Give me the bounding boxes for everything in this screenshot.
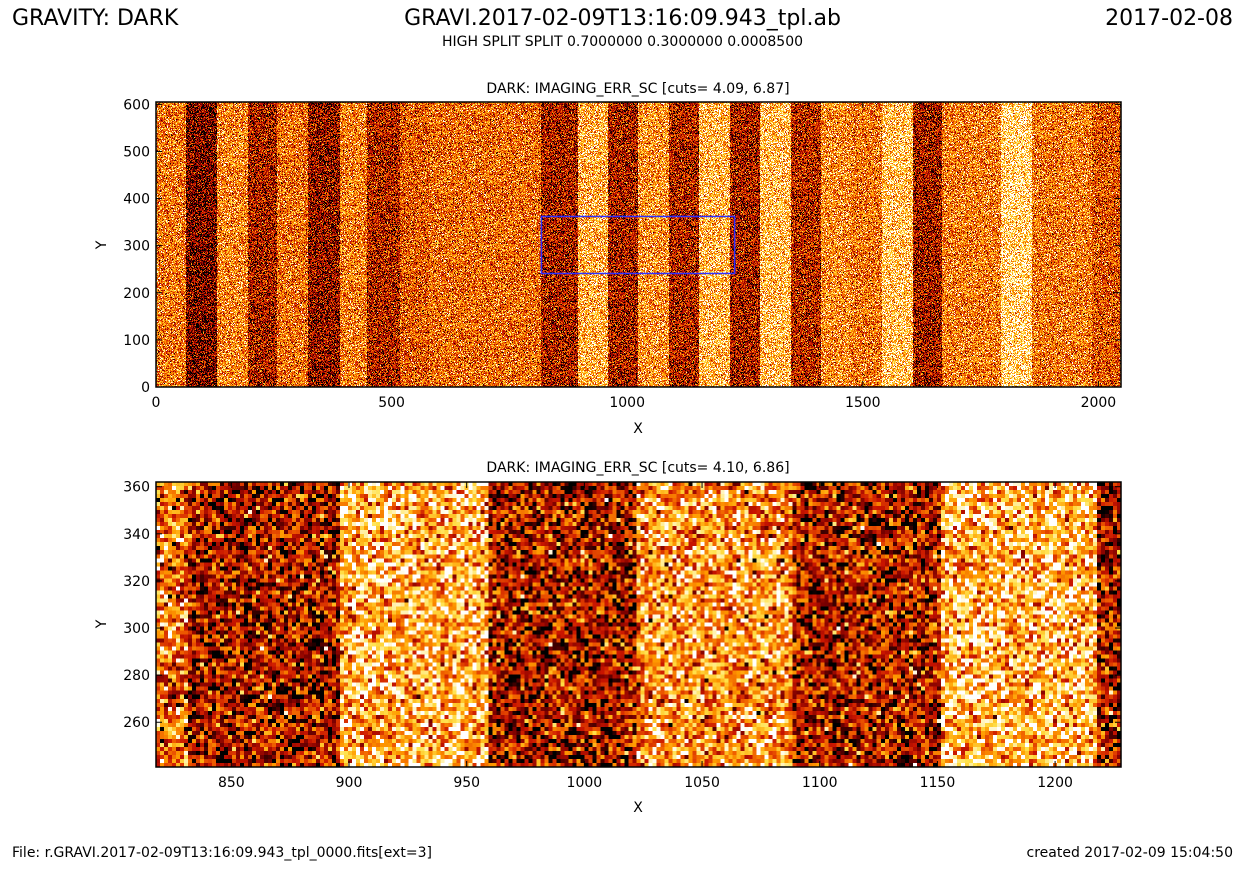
footer-file-path: File: r.GRAVI.2017-02-09T13:16:09.943_tp… (12, 845, 432, 861)
panel1-frame (155, 101, 1122, 388)
panel2-ytick-label-0: 260 (123, 715, 150, 731)
panel2-xtick-label-3: 1000 (567, 775, 603, 791)
panel1-ytick-label-5: 500 (123, 144, 150, 160)
panel2-xtick-label-2: 950 (453, 775, 480, 791)
header-instrument: GRAVITY: DARK (12, 6, 179, 31)
panel1-ytick-label-0: 0 (141, 380, 150, 396)
panel1-heatmap (156, 102, 1121, 387)
panel1-ticks: 0 500 1000 1500 2000 0 100 200 300 400 500 600 (123, 97, 1121, 411)
panel2-xlabel: X (633, 800, 643, 816)
panel2-heatmap (156, 482, 1121, 767)
panel1-ytick-label-2: 200 (123, 286, 150, 302)
panel1-ytick-label-3: 300 (123, 239, 150, 255)
panel2-ytick-label-5: 360 (123, 480, 150, 496)
panel2-xtick-label-1: 900 (336, 775, 363, 791)
header-subtitle: HIGH SPLIT SPLIT 0.7000000 0.3000000 0.0… (441, 34, 804, 50)
panel1-ytick-label-1: 100 (123, 333, 150, 349)
zoom-region-box (540, 215, 736, 275)
panel2-ylabel: Y (94, 619, 110, 629)
panel-zoom: DARK: IMAGING_ERR_SC [cuts= 4.10, 6.86] … (94, 460, 1122, 816)
panel2-ticks: 850 900 950 1000 1050 1100 1150 1200 260 280 300 32… (123, 480, 1121, 791)
panel-full-frame: DARK: IMAGING_ERR_SC [cuts= 4.09, 6.87] … (94, 81, 1122, 437)
panel1-xtick-label-3: 1500 (845, 395, 881, 411)
panel1-xtick-label-1: 500 (378, 395, 405, 411)
panel1-ytick-label-6: 600 (123, 97, 150, 113)
panel2-ytick-label-2: 300 (123, 621, 150, 637)
panel2-xtick-label-0: 850 (218, 775, 245, 791)
panel1-xtick-label-2: 1000 (609, 395, 645, 411)
panel1-ytick-label-4: 400 (123, 192, 150, 208)
panel2-xtick-label-4: 1050 (684, 775, 720, 791)
panel2-ytick-label-3: 320 (123, 574, 150, 590)
panel1-ylabel: Y (94, 240, 110, 250)
panel1-xtick-label-4: 2000 (1081, 395, 1117, 411)
panel2-xtick-label-6: 1150 (920, 775, 956, 791)
panel2-ytick-label-1: 280 (123, 668, 150, 684)
panel2-title: DARK: IMAGING_ERR_SC [cuts= 4.10, 6.86] (486, 460, 789, 476)
panel2-ytick-label-4: 340 (123, 527, 150, 543)
panel2-xtick-label-5: 1100 (802, 775, 838, 791)
panel2-xtick-label-7: 1200 (1037, 775, 1073, 791)
footer-created: created 2017-02-09 15:04:50 (1026, 845, 1233, 861)
panel1-xtick-label-0: 0 (152, 395, 161, 411)
header-date: 2017-02-08 (1105, 6, 1233, 31)
panel1-title: DARK: IMAGING_ERR_SC [cuts= 4.09, 6.87] (486, 81, 789, 97)
panel1-xlabel: X (633, 421, 643, 437)
header-file-title: GRAVI.2017-02-09T13:16:09.943_tpl.ab (404, 6, 841, 31)
panel2-frame (155, 481, 1122, 768)
